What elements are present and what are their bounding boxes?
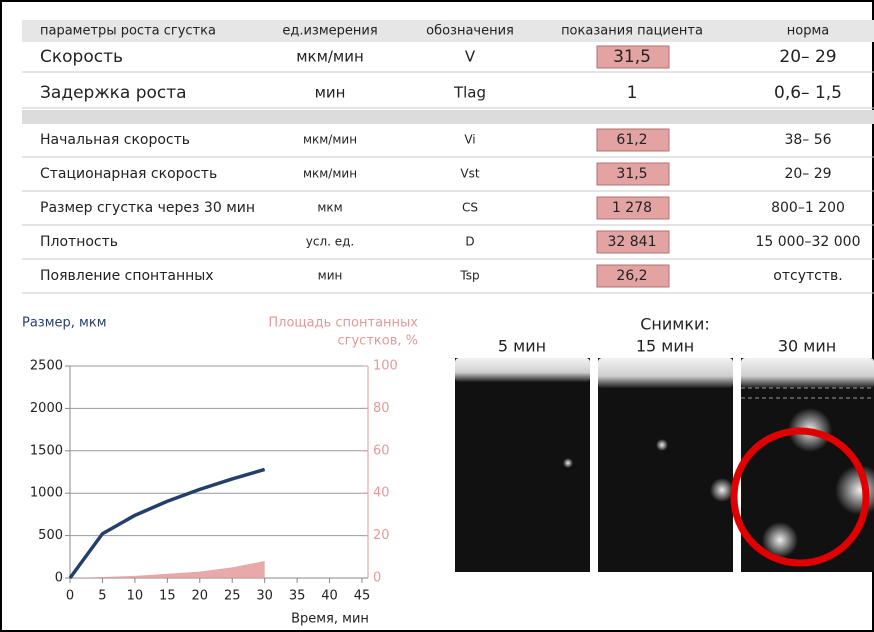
x-tick-label: 10 [127,589,144,604]
y2-tick-label: 20 [373,528,390,543]
y-tick-label: 500 [38,528,63,543]
table-cell: мкм [317,201,342,215]
x-tick-label: 30 [256,589,273,604]
snapshot-label: 15 мин [636,337,694,356]
y2-tick-label: 0 [373,571,381,586]
x-axis-label: Время, мин [291,612,369,627]
header-cell: норма [787,24,829,39]
y-axis-label: Размер, мкм [22,316,107,331]
page: параметры роста сгустка ед.измерения обозн… [0,0,874,632]
table-cell: 31,5 [613,47,651,67]
x-tick-label: 15 [159,589,176,604]
x-tick-label: 45 [354,589,371,604]
snapshots-title: Снимки: [640,315,710,334]
y-tick-label: 1500 [30,443,63,458]
table-cell: 32 841 [608,234,657,250]
table-cell: мкм/мин [296,48,364,66]
table-cell: Плотность [40,234,118,250]
y2-tick-label: 60 [373,443,390,458]
table-cell: Появление спонтанных [40,268,214,284]
table-cell: Скорость [40,47,123,67]
table-cell: Стационарная скорость [40,166,217,182]
table-cell: V [465,48,476,66]
y2-tick-label: 100 [373,359,398,374]
table-cell: 20– 29 [779,47,836,67]
table-cell: мин [315,84,346,102]
y-tick-label: 2500 [30,359,63,374]
table-cell: усл. ед. [306,235,355,249]
header-cell: показания пациента [561,24,703,39]
header-cell: параметры роста сгустка [40,24,216,39]
x-tick-label: 35 [289,589,306,604]
y-tick-label: 2000 [30,401,63,416]
table-cell: 1 [627,83,638,103]
blob [563,458,573,468]
x-tick-label: 20 [192,589,209,604]
table-cell: Vst [460,167,479,181]
y2-tick-label: 40 [373,486,390,501]
table-cell: 61,2 [616,132,647,148]
snapshot-label: 5 мин [498,337,546,356]
table-cell: отсутств. [773,268,842,284]
table-cell: 15 000–32 000 [756,234,861,250]
snapshot [598,358,733,572]
snapshot-edge [741,358,874,388]
table-cell: Начальная скорость [40,132,190,148]
table-cell: Tlag [453,84,486,102]
table-cell: мин [318,269,343,283]
snapshots [455,358,874,572]
table-cell: 38– 56 [784,132,831,148]
table-cell: 1 278 [612,200,652,216]
y2-axis-label: Площадь спонтанных [268,316,418,331]
table-cell: D [465,235,474,249]
table-cell: 20– 29 [784,166,831,182]
snapshot-edge [455,358,590,382]
blob [710,478,734,502]
table-cell: CS [462,201,478,215]
y2-axis-label: сгустков, % [338,334,418,349]
header-cell: обозначения [426,24,514,39]
table-cell: 0,6– 1,5 [774,83,842,103]
table-cell: Задержка роста [40,83,187,103]
header-cell: ед.измерения [282,24,377,39]
table-cell: 26,2 [616,268,647,284]
snapshot-label: 30 мин [778,337,836,356]
table-cell: 31,5 [616,166,647,182]
table-cell: Tsp [459,269,479,283]
table-cell: 800–1 200 [771,200,845,216]
y-tick-label: 0 [55,571,63,586]
x-tick-label: 0 [66,589,74,604]
screen: параметры роста сгустка ед.измерения обозн… [0,0,874,632]
separator-row [22,110,874,124]
blob [656,439,668,451]
x-tick-label: 5 [98,589,106,604]
x-tick-label: 25 [224,589,241,604]
table-cell: мкм/мин [303,167,357,181]
table-cell: Размер сгустка через 30 мин [40,200,255,216]
table-cell: мкм/мин [303,133,357,147]
y-tick-label: 1000 [30,486,63,501]
table-cell: Vi [464,133,475,147]
snapshot-edge [598,358,733,388]
y2-tick-label: 80 [373,401,390,416]
x-tick-label: 40 [321,589,338,604]
